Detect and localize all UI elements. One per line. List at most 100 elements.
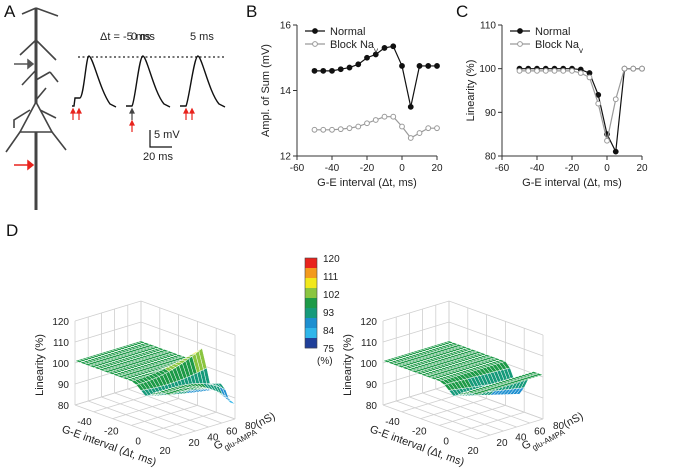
floor-y-0: [382, 404, 478, 440]
z-tick-1: 90: [58, 380, 70, 391]
y-tick-label-0: 80: [485, 152, 497, 163]
colorbar-tick-5: 75: [323, 344, 335, 355]
data-point-s0-13: [425, 63, 432, 69]
neuron-diagram: [5, 7, 67, 210]
data-point-s1-12: [416, 130, 423, 136]
y-tick-0: 20: [188, 438, 200, 449]
data-point-s1-8: [586, 74, 593, 81]
stim-marks: [70, 107, 195, 132]
surface-cell: [226, 399, 236, 405]
panel-c-chart: -60 -40 -20 0 20 80 90 100 110 G-E interval (Δt, …: [465, 21, 648, 190]
colorbar-swatch-3: [305, 288, 317, 299]
dt-label-0: Δt = -5 ms: [100, 31, 151, 43]
data-point-s1-0: [516, 67, 523, 74]
y-tick-label-0: 12: [280, 152, 292, 163]
floor-y-8: [435, 388, 530, 424]
y-tick-3: 80: [553, 421, 565, 432]
data-point-s1-13: [425, 125, 432, 132]
floor-y-6: [422, 392, 517, 428]
data-point-s1-6: [364, 120, 370, 127]
panel-b-chart: -60 -40 -20 0 20 12 14 16 G-E interval (Δt, ms) A…: [260, 21, 443, 190]
y-tick-2: 60: [534, 427, 546, 438]
x-tick-label-2: -20: [360, 163, 375, 174]
x-tick-2: 0: [443, 436, 449, 447]
surface-mesh: [74, 340, 236, 405]
colorbar-swatch-0: [305, 258, 317, 269]
data-point-s1-9: [390, 113, 397, 120]
data-point-s0-14: [434, 63, 440, 69]
z-tick-2: 100: [360, 359, 377, 370]
data-point-s1-6: [569, 67, 575, 74]
y-axis-label: Gglu-AMPA (nS): [212, 410, 279, 456]
stimulation-arrow-gray: [14, 58, 35, 70]
floor-x-6: [131, 405, 198, 426]
data-point-s1-7: [372, 117, 379, 123]
legend-marker-0: [517, 28, 523, 34]
x-tick-label-3: 0: [399, 163, 405, 174]
data-point-s1-11: [407, 135, 414, 141]
z-tick-3: 110: [53, 338, 69, 349]
data-point-s1-1: [525, 67, 532, 74]
floor-y-8: [127, 388, 222, 424]
surface-cell: [163, 391, 174, 396]
panel-label-c: C: [456, 2, 468, 21]
data-point-s1-13: [630, 65, 637, 72]
data-point-s0-11: [407, 103, 414, 110]
x-tick-label-4: 20: [636, 163, 648, 174]
x-tick-1: -20: [412, 427, 427, 438]
x-tick-label-3: 0: [604, 163, 610, 174]
z-tick-0: 80: [58, 401, 70, 412]
y-tick-3: 80: [245, 421, 257, 432]
legend-label-1: Block Nav: [535, 39, 583, 55]
z-axis-label: Linearity (%): [342, 334, 354, 396]
z-tick-4: 120: [360, 317, 377, 328]
colorbar-tick-4: 84: [323, 326, 335, 337]
x-tick-0: -40: [77, 417, 92, 428]
data-point-s1-9: [595, 100, 602, 107]
colorbar-frame: [304, 257, 318, 349]
data-point-s0-2: [329, 67, 335, 74]
data-point-s0-10: [399, 63, 405, 69]
x-tick-0: -40: [385, 417, 400, 428]
x-axis-label: G-E interval (Δt, ms): [317, 177, 417, 189]
z-tick-3: 110: [361, 338, 377, 349]
data-point-s1-14: [434, 125, 440, 132]
data-point-s1-5: [355, 123, 362, 130]
y-tick-1: 40: [515, 432, 527, 443]
y-axis-label: Ampl. of Sum (mV): [260, 44, 272, 137]
series-line-0: [519, 68, 642, 154]
data-point-s0-6: [364, 54, 370, 61]
data-point-s1-1: [320, 126, 327, 133]
surface-cell: [471, 391, 482, 396]
y-tick-0: 20: [496, 438, 508, 449]
data-point-s1-3: [542, 67, 549, 74]
legend-label-0: Normal: [535, 26, 570, 38]
floor-y-4: [101, 396, 196, 432]
z-tick-2: 100: [52, 359, 69, 370]
panel-a: Δt = -5 ms 0 ms 5 ms 5 mV 20 ms: [5, 7, 226, 210]
data-point-s0-0: [311, 67, 318, 74]
colorbar-tick-2: 102: [323, 290, 340, 301]
floor-y-6: [114, 392, 209, 428]
data-point-s1-14: [639, 65, 645, 72]
floor-x-8: [458, 411, 525, 433]
y-tick-label-2: 100: [479, 64, 496, 75]
grid-z-120: [74, 300, 236, 336]
y-tick-label-1: 90: [485, 108, 497, 119]
data-point-s1-7: [577, 70, 584, 76]
floor-x-10: [168, 418, 236, 440]
grid-z-120: [382, 300, 544, 336]
colorbar-swatch-1: [305, 268, 317, 279]
surface-mesh: [382, 340, 544, 397]
colorbar-swatch-4: [305, 298, 317, 309]
data-point-s0-9: [390, 43, 397, 50]
data-point-s1-11: [612, 96, 619, 103]
data-point-s1-5: [560, 67, 567, 74]
panel-label-d: D: [6, 221, 18, 240]
colorbar-tick-0: 120: [323, 254, 340, 265]
data-point-s0-4: [346, 64, 353, 71]
data-point-s1-4: [551, 67, 558, 74]
scale-bar-ms: 20 ms: [143, 151, 173, 163]
